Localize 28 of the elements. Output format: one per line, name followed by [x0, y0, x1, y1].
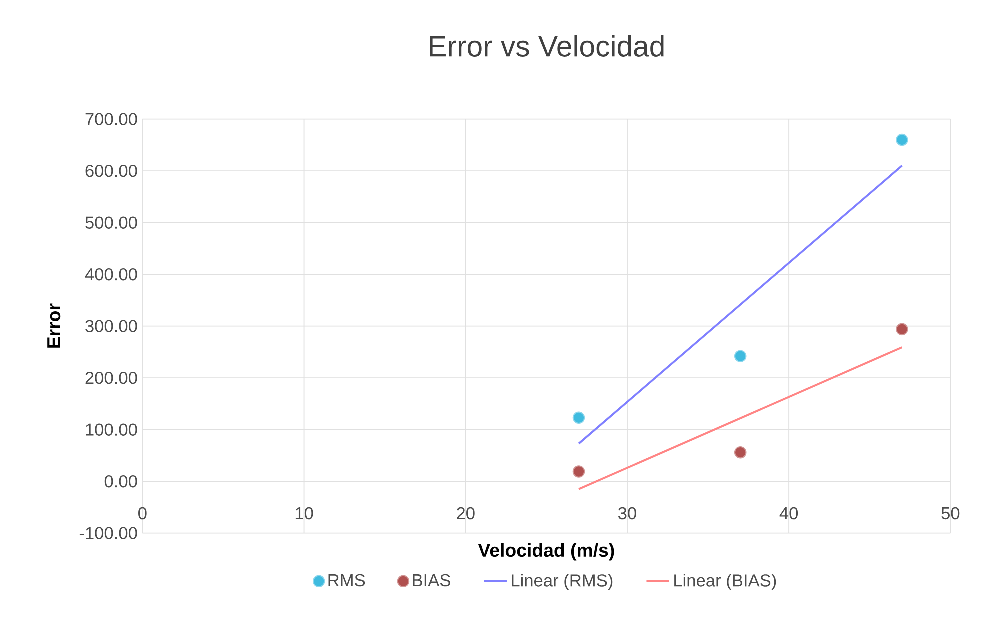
- point: [896, 134, 908, 146]
- y-tick-label: 600.00: [86, 164, 138, 178]
- x-tick-label: 10: [296, 507, 314, 520]
- point: [896, 323, 908, 336]
- x-tick-label: 20: [457, 507, 475, 520]
- point: [572, 412, 586, 424]
- x-tick-label: 30: [618, 507, 636, 520]
- point: [734, 350, 747, 362]
- legend-label: BIAS: [413, 574, 450, 587]
- x-tick-label: 50: [942, 507, 960, 520]
- y-tick-label: 100.00: [86, 424, 138, 436]
- y-tick-label: -100.00: [80, 527, 138, 540]
- legend-label: Linear (RMS): [512, 574, 613, 590]
- y-tick-label: 300.00: [86, 320, 138, 332]
- y-tick-label: 200.00: [86, 372, 138, 384]
- y-axis-title: Error: [48, 304, 61, 348]
- y-tick-label: 0.00: [104, 475, 138, 488]
- legend-label: RMS: [328, 574, 366, 587]
- point: [572, 466, 586, 478]
- y-tick-label: 500.00: [86, 216, 138, 229]
- point: [734, 446, 747, 459]
- y-tick-label: 400.00: [85, 268, 138, 281]
- x-tick-label: 0: [138, 507, 147, 520]
- x-axis-title: Velocidad (m/s): [478, 543, 614, 561]
- y-tick-label: 700.00: [86, 113, 138, 126]
- x-tick-label: 40: [780, 507, 798, 520]
- legend-label: Linear (BIAS): [674, 574, 776, 590]
- chart-title: Error vs Velocidad: [430, 35, 664, 57]
